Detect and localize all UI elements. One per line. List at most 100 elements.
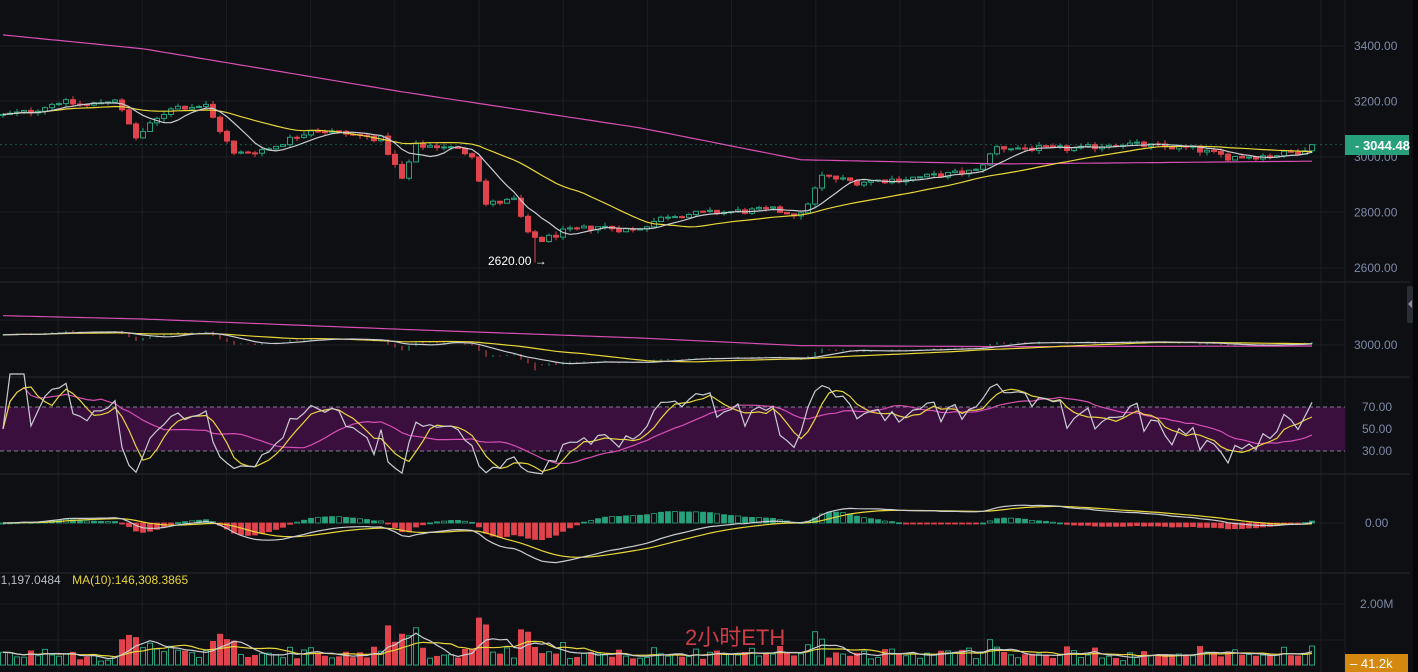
- volume-bar: [1155, 654, 1161, 666]
- macd-histogram-bar: [1092, 522, 1098, 527]
- volume-bar: [287, 646, 293, 666]
- macd-axis-label: 0.00: [1365, 516, 1389, 530]
- volume-bar: [980, 651, 986, 666]
- candle-up: [1015, 147, 1021, 150]
- volume-bar: [574, 656, 580, 666]
- macd-histogram-bar: [966, 522, 972, 525]
- volume-bar: [1036, 653, 1042, 666]
- macd-histogram-bar: [1015, 518, 1021, 524]
- volume-bar: [861, 650, 867, 666]
- candle-up: [504, 198, 510, 204]
- candle-down: [182, 105, 188, 110]
- candle-up: [1134, 141, 1140, 144]
- volume-bar: [847, 655, 853, 666]
- volume-bar: [938, 650, 944, 666]
- macd-dif-line: [2, 504, 1313, 564]
- volume-bar: [1197, 646, 1203, 666]
- macd-histogram-bar: [812, 517, 818, 524]
- volume-bar: [385, 625, 391, 666]
- macd-histogram-bar: [567, 522, 573, 529]
- macd-histogram-bar: [1169, 522, 1175, 528]
- macd-histogram-bar: [1134, 522, 1140, 526]
- candle-up: [147, 122, 153, 133]
- macd-histogram-bar: [819, 513, 825, 524]
- candle-down: [616, 228, 622, 233]
- candle-up: [623, 228, 629, 233]
- candle-up: [1246, 156, 1252, 159]
- candle-up: [1008, 148, 1014, 151]
- volume-bar: [679, 656, 685, 666]
- macd-histogram-bar: [511, 522, 517, 536]
- volume-bar: [35, 655, 41, 666]
- volume-bar: [616, 649, 622, 666]
- volume-bar: [168, 645, 174, 666]
- last-volume-value: – 41.2k: [1350, 656, 1393, 671]
- macd-histogram-bar: [1113, 522, 1119, 527]
- macd-histogram-bar: [147, 522, 153, 532]
- candle-down: [574, 227, 580, 230]
- macd-histogram-bar: [1246, 522, 1252, 529]
- price-axis-label: 2800.00: [1354, 206, 1398, 220]
- collapse-panel-handle[interactable]: [1407, 286, 1413, 323]
- macd-histogram-bar: [679, 511, 685, 524]
- candle-down: [1001, 146, 1007, 150]
- volume-ma5-value: 31,197.0484: [0, 573, 61, 587]
- candle-down: [420, 142, 426, 148]
- volume-bar: [693, 648, 699, 666]
- volume-bar: [42, 648, 48, 666]
- macd-histogram-bar: [357, 518, 363, 524]
- volume-axis-label: 2.00M: [1360, 597, 1393, 611]
- volume-bar: [238, 653, 244, 666]
- volume-bar: [889, 648, 895, 666]
- volume-bar: [595, 652, 601, 666]
- macd-histogram-bar: [1043, 521, 1049, 524]
- volume-bar: [49, 654, 55, 666]
- macd-histogram-bar: [595, 518, 601, 524]
- candle-down: [1043, 145, 1049, 148]
- volume-bar: [833, 652, 839, 666]
- macd-histogram-bar: [994, 518, 1000, 524]
- macd-histogram-bar: [630, 515, 636, 524]
- candle-down: [434, 145, 440, 149]
- candle-down: [252, 152, 258, 155]
- macd-histogram-bar: [651, 513, 657, 524]
- macd-histogram-bar: [714, 513, 720, 524]
- volume-bar: [84, 656, 90, 666]
- macd-histogram-bar: [1176, 522, 1182, 528]
- macd-histogram-bar: [931, 522, 937, 525]
- macd-histogram-bar: [175, 522, 181, 524]
- candle-up: [987, 153, 993, 166]
- volume-bar: [714, 650, 720, 666]
- volume-bar: [77, 659, 83, 666]
- volume-bar: [1099, 657, 1105, 666]
- macd-histogram-bar: [406, 522, 412, 532]
- candle-down: [497, 200, 503, 204]
- volume-bar: [364, 657, 370, 666]
- volume-bar: [1183, 654, 1189, 666]
- volume-bar: [1232, 649, 1238, 666]
- candle-down: [553, 234, 559, 238]
- volume-bar: [1071, 650, 1077, 666]
- volume-bar: [1281, 646, 1287, 666]
- macd-histogram-bar: [1022, 518, 1028, 524]
- candle-up: [840, 177, 846, 180]
- volume-bar: [224, 639, 230, 666]
- macd-histogram-bar: [371, 520, 377, 524]
- candle-up: [280, 144, 286, 147]
- candle-up: [406, 161, 412, 179]
- price-axis-label: 2600.00: [1354, 261, 1398, 275]
- volume-bar: [756, 655, 762, 666]
- volume-bar: [840, 653, 846, 666]
- macd-histogram-bar: [1071, 522, 1077, 526]
- candle-up: [1309, 144, 1315, 152]
- volume-bar: [623, 655, 629, 666]
- candle-down: [1050, 145, 1056, 148]
- candle-down: [294, 136, 300, 139]
- volume-bar: [931, 653, 937, 666]
- macd-histogram-bar: [427, 522, 433, 525]
- candle-down: [399, 163, 405, 179]
- macd-histogram-bar: [1008, 517, 1014, 524]
- volume-bar: [798, 653, 804, 666]
- macd-histogram-bar: [896, 522, 902, 525]
